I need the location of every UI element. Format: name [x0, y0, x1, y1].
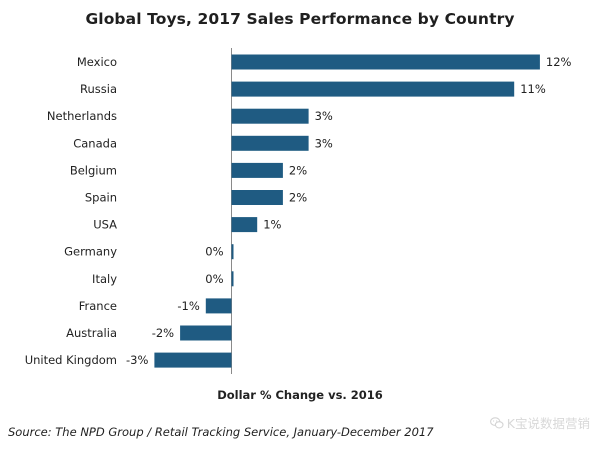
bar: [231, 244, 234, 260]
watermark: K宝说数据营销: [489, 413, 590, 432]
category-label: Italy: [92, 272, 117, 286]
data-label: 3%: [315, 136, 333, 150]
data-label: 11%: [520, 82, 546, 96]
category-label: USA: [93, 218, 117, 232]
bar: [231, 162, 283, 178]
bar: [231, 190, 283, 205]
bar: [180, 325, 232, 341]
category-label: Canada: [73, 136, 117, 150]
bar: [231, 54, 540, 70]
category-label: Australia: [66, 326, 117, 340]
bar: [231, 135, 309, 151]
bar: [154, 352, 232, 368]
bar: [231, 108, 309, 124]
category-label: Russia: [80, 82, 117, 96]
data-label: 12%: [546, 55, 572, 69]
category-label: United Kingdom: [25, 353, 117, 367]
data-label: 1%: [263, 218, 281, 232]
data-label: -1%: [177, 299, 199, 313]
category-label: Mexico: [77, 55, 117, 69]
bar: [231, 81, 515, 97]
category-label: Germany: [64, 245, 117, 259]
bar: [231, 217, 258, 233]
data-label: -2%: [152, 326, 174, 340]
data-label: -3%: [126, 353, 148, 367]
bar: [231, 271, 234, 287]
category-label: Netherlands: [47, 109, 117, 123]
category-label: Belgium: [70, 163, 117, 177]
category-label: France: [79, 299, 117, 313]
x-axis-label: Dollar % Change vs. 2016: [217, 388, 383, 402]
data-label: 2%: [289, 163, 307, 177]
chart-title: Global Toys, 2017 Sales Performance by C…: [85, 10, 515, 28]
data-label: 2%: [289, 191, 307, 205]
wechat-icon: [489, 416, 504, 428]
source-note: Source: The NPD Group / Retail Tracking …: [8, 425, 434, 439]
data-label: 0%: [205, 245, 223, 259]
data-label: 0%: [205, 272, 223, 286]
data-label: 3%: [315, 109, 333, 123]
category-label: Spain: [85, 191, 117, 205]
watermark-text: K宝说数据营销: [506, 416, 590, 431]
bar: [205, 298, 232, 314]
